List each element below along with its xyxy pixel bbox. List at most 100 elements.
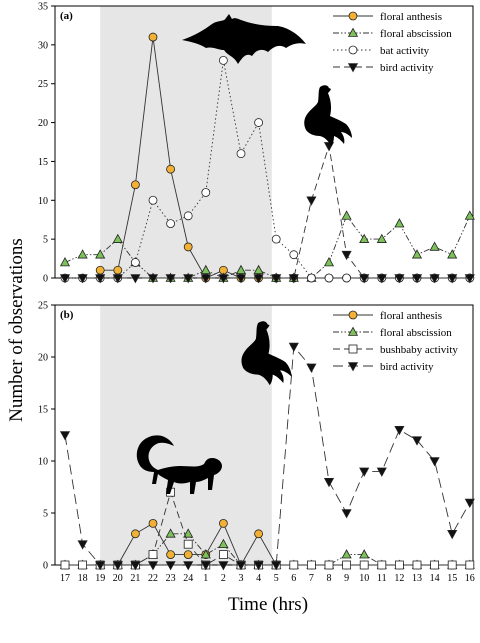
- data-point: [394, 425, 405, 436]
- data-point: [341, 509, 352, 519]
- data-point: [253, 264, 264, 275]
- data-point: [95, 561, 106, 571]
- data-point: [77, 249, 88, 259]
- data-point: [271, 234, 281, 244]
- data-point: [394, 560, 404, 570]
- series-bird-activity: [59, 142, 475, 284]
- x-tick-label: 5: [274, 573, 279, 584]
- x-tick-label: 1: [203, 573, 208, 584]
- data-point: [253, 561, 264, 571]
- data-point: [218, 56, 228, 65]
- data-point: [359, 560, 369, 570]
- data-point: [200, 549, 211, 559]
- legend-marker: [347, 362, 359, 372]
- data-point: [95, 249, 106, 259]
- x-tick-label: 20: [113, 573, 123, 584]
- y-tick-label: 25: [38, 79, 48, 90]
- legend-marker: [348, 310, 358, 320]
- legend: floral anthesis floral abscission bushbaby…: [333, 310, 458, 373]
- data-point: [218, 519, 228, 528]
- x-axis-label: Time (hrs): [228, 594, 308, 615]
- data-point: [59, 257, 71, 267]
- data-point: [95, 265, 105, 275]
- data-point: [183, 242, 193, 252]
- x-tick-label: 17: [60, 573, 70, 584]
- y-tick-label: 30: [38, 40, 48, 51]
- x-tick-label: 24: [183, 573, 193, 584]
- data-point: [359, 233, 370, 243]
- data-point: [95, 274, 106, 284]
- data-point: [306, 196, 317, 206]
- data-point: [376, 233, 387, 243]
- data-point: [341, 250, 352, 261]
- x-tick-label: 4: [256, 573, 261, 584]
- data-point: [183, 211, 193, 221]
- x-tick-label: 2: [221, 573, 226, 584]
- data-point: [376, 274, 387, 284]
- data-point: [59, 274, 71, 284]
- data-point: [147, 561, 159, 571]
- panel-label: (a): [60, 10, 73, 22]
- y-tick-label: 15: [38, 405, 48, 416]
- series-bird-activity: [59, 342, 475, 571]
- data-point: [254, 118, 264, 127]
- x-tick-label: 10: [359, 573, 369, 584]
- data-point: [447, 560, 457, 570]
- data-point: [166, 550, 176, 559]
- data-point: [394, 218, 405, 228]
- data-point: [359, 549, 370, 559]
- data-point: [411, 249, 423, 259]
- data-point: [271, 274, 282, 284]
- x-tick-label: 3: [239, 573, 244, 584]
- x-tick-label: 15: [447, 573, 457, 584]
- data-point: [359, 467, 370, 477]
- panel-label: (b): [60, 309, 74, 321]
- data-point: [112, 561, 123, 571]
- data-point: [235, 274, 247, 284]
- y-tick-label: 0: [43, 274, 48, 285]
- data-point: [113, 265, 123, 275]
- data-point: [411, 436, 423, 446]
- data-point: [165, 528, 176, 538]
- y-axis-label: Number of observations: [6, 238, 27, 422]
- y-tick-label: 0: [43, 561, 48, 572]
- data-point: [235, 561, 247, 571]
- data-point: [429, 274, 440, 284]
- x-tick-label: 18: [78, 573, 88, 584]
- data-point: [130, 529, 140, 539]
- data-point: [148, 550, 158, 559]
- data-point: [130, 180, 140, 190]
- data-point: [341, 549, 352, 559]
- data-point: [288, 274, 299, 284]
- data-point: [218, 561, 229, 571]
- y-tick-label: 25: [38, 301, 48, 312]
- data-point: [200, 264, 211, 275]
- data-point: [288, 342, 299, 353]
- data-point: [306, 273, 316, 283]
- legend-marker: [347, 63, 359, 73]
- data-point: [200, 561, 211, 571]
- data-point: [411, 274, 423, 284]
- data-point: [218, 550, 228, 559]
- legend-label: floral abscission: [380, 28, 452, 40]
- data-point: [148, 195, 158, 205]
- data-point: [60, 560, 70, 570]
- y-tick-label: 15: [38, 157, 48, 168]
- x-tick-label: 11: [377, 573, 387, 584]
- data-point: [289, 250, 299, 260]
- y-tick-label: 10: [38, 457, 48, 468]
- y-tick-label: 35: [38, 2, 48, 13]
- legend-marker: [347, 326, 359, 336]
- x-tick-label: 13: [412, 573, 422, 584]
- legend-label: floral anthesis: [380, 310, 442, 322]
- data-point: [394, 274, 405, 284]
- y-tick-label: 20: [38, 353, 48, 364]
- data-point: [147, 274, 159, 284]
- data-point: [412, 560, 422, 570]
- data-point: [359, 274, 370, 284]
- series-line: [64, 214, 471, 279]
- data-point: [112, 274, 123, 284]
- legend-marker: [348, 45, 358, 55]
- data-point: [183, 561, 194, 571]
